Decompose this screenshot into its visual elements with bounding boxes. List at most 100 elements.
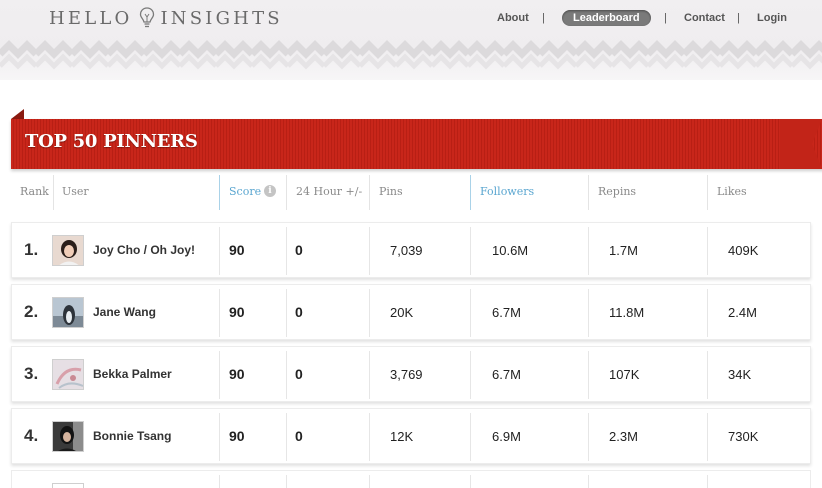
- column-divider: [53, 175, 54, 210]
- column-divider: [588, 175, 589, 210]
- row-rank: 3.: [24, 364, 39, 383]
- column-divider: [286, 175, 287, 210]
- cell-divider: [369, 289, 370, 337]
- row-score: 90: [229, 428, 245, 444]
- row-24h-change: 0: [295, 304, 303, 320]
- row-followers: 6.7M: [492, 305, 521, 320]
- cell-divider: [588, 289, 589, 337]
- row-pins: 20K: [390, 305, 414, 320]
- cell-divider: [369, 475, 370, 488]
- row-score: 90: [229, 304, 245, 320]
- cell-divider: [470, 351, 471, 399]
- cell-divider: [369, 351, 370, 399]
- row-rank: 2.: [24, 302, 39, 321]
- cell-divider: [707, 351, 708, 399]
- row-score: 90: [229, 242, 245, 258]
- lightbulb-icon: [139, 7, 154, 28]
- cell-divider: [369, 227, 370, 275]
- column-divider: [470, 175, 471, 210]
- column-header-pins[interactable]: Pins: [379, 185, 403, 198]
- row-followers: 10.6M: [492, 243, 529, 258]
- ribbon-tail: [780, 119, 822, 169]
- avatar[interactable]: [52, 359, 84, 390]
- row-likes: 34K: [728, 367, 752, 382]
- cell-divider: [219, 227, 220, 275]
- table-row[interactable]: 4. Bonnie Tsang 90 0 12K 6.9M 2.3M 730K: [11, 408, 811, 464]
- row-repins: 107K: [609, 367, 640, 382]
- cell-divider: [707, 227, 708, 275]
- row-pins: 3,769: [390, 367, 423, 382]
- column-header-score[interactable]: Score: [229, 185, 262, 198]
- row-likes: 2.4M: [728, 305, 757, 320]
- header-zigzag-pattern: [0, 40, 822, 74]
- ribbon-fold: [11, 109, 24, 119]
- logo-text-insights: INSIGHTS: [160, 7, 283, 29]
- nav-separator: |: [737, 12, 740, 24]
- row-score: 90: [229, 366, 245, 382]
- column-header-repins[interactable]: Repins: [598, 185, 637, 198]
- table-row[interactable]: 3. Bekka Palmer 90 0 3,769 6.7M 107K 34K: [11, 346, 811, 402]
- row-likes: 730K: [728, 429, 759, 444]
- nav-login[interactable]: Login: [757, 12, 787, 24]
- row-24h-change: 0: [295, 242, 303, 258]
- nav-contact[interactable]: Contact: [684, 12, 725, 24]
- column-header-rank[interactable]: Rank: [20, 185, 49, 198]
- row-user-name[interactable]: Bekka Palmer: [93, 367, 172, 381]
- avatar[interactable]: [52, 235, 84, 266]
- site-header: HELLO INSIGHTS About | Leaderboard | Con…: [0, 0, 822, 80]
- cell-divider: [707, 289, 708, 337]
- column-divider: [369, 175, 370, 210]
- row-user-name[interactable]: Bonnie Tsang: [93, 429, 172, 443]
- nav-separator: |: [542, 12, 545, 24]
- row-repins: 2.3M: [609, 429, 638, 444]
- row-pins: 12K: [390, 429, 414, 444]
- table-row[interactable]: [11, 470, 811, 488]
- row-followers: 6.9M: [492, 429, 521, 444]
- row-24h-change: 0: [295, 428, 303, 444]
- cell-divider: [286, 227, 287, 275]
- leaderboard-ribbon: [11, 119, 822, 169]
- nav-about[interactable]: About: [497, 12, 529, 24]
- cell-divider: [470, 227, 471, 275]
- column-divider: [219, 175, 220, 210]
- cell-divider: [707, 475, 708, 488]
- row-rank: 1.: [24, 240, 39, 259]
- cell-divider: [470, 413, 471, 461]
- nav-leaderboard[interactable]: Leaderboard: [562, 10, 651, 26]
- cell-divider: [219, 475, 220, 488]
- row-user-name[interactable]: Jane Wang: [93, 305, 156, 319]
- column-header-24h[interactable]: 24 Hour +/-: [296, 185, 363, 198]
- cell-divider: [286, 475, 287, 488]
- cell-divider: [219, 351, 220, 399]
- column-header-user[interactable]: User: [62, 185, 89, 198]
- avatar[interactable]: [52, 421, 84, 452]
- row-rank: 4.: [24, 426, 39, 445]
- leaderboard-title: TOP 50 PINNERS: [25, 131, 198, 152]
- site-logo[interactable]: HELLO INSIGHTS: [49, 6, 283, 30]
- cell-divider: [707, 413, 708, 461]
- cell-divider: [588, 413, 589, 461]
- cell-divider: [588, 351, 589, 399]
- avatar[interactable]: [52, 297, 84, 328]
- cell-divider: [369, 413, 370, 461]
- column-header-likes[interactable]: Likes: [717, 185, 747, 198]
- logo-text-hello: HELLO: [49, 7, 133, 29]
- column-header-followers[interactable]: Followers: [480, 185, 535, 198]
- row-pins: 7,039: [390, 243, 423, 258]
- row-user-name[interactable]: Joy Cho / Oh Joy!: [93, 243, 196, 257]
- table-row[interactable]: 2. Jane Wang 90 0 20K 6.7M 11.8M 2.4M: [11, 284, 811, 340]
- cell-divider: [286, 413, 287, 461]
- nav-separator: |: [664, 12, 667, 24]
- cell-divider: [470, 475, 471, 488]
- column-divider: [707, 175, 708, 210]
- row-repins: 1.7M: [609, 243, 638, 258]
- cell-divider: [219, 413, 220, 461]
- table-row[interactable]: 1. Joy Cho / Oh Joy! 90 0 7,039 10.6M 1.…: [11, 222, 811, 278]
- cell-divider: [286, 351, 287, 399]
- row-repins: 11.8M: [609, 305, 645, 320]
- info-icon[interactable]: i: [264, 185, 276, 197]
- row-followers: 6.7M: [492, 367, 521, 382]
- cell-divider: [588, 227, 589, 275]
- row-24h-change: 0: [295, 366, 303, 382]
- avatar[interactable]: [52, 483, 84, 488]
